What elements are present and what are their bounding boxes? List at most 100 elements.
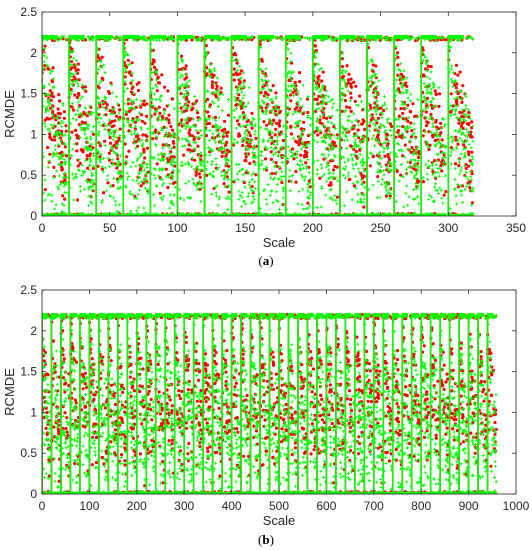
point <box>353 99 357 104</box>
point <box>350 120 354 124</box>
point <box>253 132 257 136</box>
series-green-cycle-1 <box>42 34 69 216</box>
point <box>275 171 278 174</box>
point <box>289 60 293 64</box>
point <box>153 92 156 96</box>
point <box>131 161 135 164</box>
point <box>265 123 269 127</box>
point <box>64 38 68 42</box>
point <box>280 180 284 185</box>
point <box>99 65 103 69</box>
point <box>169 161 173 165</box>
point <box>85 154 89 158</box>
point <box>55 383 59 387</box>
point <box>271 178 275 182</box>
point <box>100 167 105 171</box>
point <box>430 164 434 168</box>
point <box>77 169 81 172</box>
point <box>47 427 51 431</box>
point <box>254 161 258 165</box>
point <box>117 178 121 182</box>
point <box>150 71 154 74</box>
top-band <box>366 34 383 39</box>
point <box>156 75 160 79</box>
point <box>263 38 267 42</box>
y-tick-label: 0 <box>30 209 37 223</box>
point <box>102 63 106 67</box>
point <box>244 171 248 175</box>
point <box>427 130 431 134</box>
point <box>208 153 212 157</box>
point <box>125 87 129 91</box>
point <box>210 163 214 166</box>
point <box>470 126 474 130</box>
point <box>182 198 186 202</box>
point <box>162 109 166 113</box>
point <box>307 171 311 175</box>
point <box>53 207 56 211</box>
point <box>221 93 225 96</box>
point <box>133 196 136 200</box>
point <box>53 396 57 400</box>
point <box>49 102 52 106</box>
point <box>78 185 82 188</box>
point <box>127 129 131 133</box>
point <box>135 159 139 163</box>
point <box>70 66 74 70</box>
point <box>90 188 94 192</box>
point <box>289 93 293 97</box>
point <box>216 148 220 152</box>
point <box>332 168 336 172</box>
point <box>235 141 239 144</box>
point <box>60 125 64 129</box>
point <box>58 163 62 167</box>
point <box>61 194 65 198</box>
point <box>64 124 68 128</box>
point <box>207 117 211 121</box>
point <box>43 178 47 182</box>
point <box>247 131 251 135</box>
point <box>114 152 118 155</box>
point <box>179 92 183 96</box>
point <box>343 98 347 103</box>
point <box>76 432 80 436</box>
point <box>461 126 465 130</box>
point <box>225 140 229 144</box>
point <box>238 125 242 128</box>
point <box>49 123 53 127</box>
point <box>219 90 223 95</box>
point <box>280 161 284 164</box>
point <box>306 201 310 205</box>
point <box>191 177 195 181</box>
point <box>118 134 122 138</box>
point <box>161 168 164 172</box>
point <box>74 68 78 72</box>
point <box>269 176 272 180</box>
point <box>217 197 221 201</box>
point <box>215 168 219 172</box>
point <box>440 196 444 200</box>
point <box>267 132 270 136</box>
point <box>170 202 174 206</box>
point <box>194 109 198 113</box>
point <box>308 185 312 189</box>
point <box>278 149 282 153</box>
point <box>200 186 204 190</box>
point <box>133 107 137 111</box>
point <box>108 158 112 162</box>
series-green-cycle-5 <box>148 34 177 216</box>
point <box>410 146 414 150</box>
point <box>265 148 269 152</box>
point <box>276 142 279 146</box>
point <box>226 195 230 199</box>
point <box>316 159 320 163</box>
point <box>197 156 201 160</box>
point <box>260 106 264 110</box>
point <box>137 171 140 175</box>
series-green-cycle-3 <box>94 34 123 216</box>
point <box>78 104 82 108</box>
point <box>315 172 319 176</box>
point <box>199 200 203 204</box>
point <box>323 88 327 92</box>
point <box>218 135 221 138</box>
